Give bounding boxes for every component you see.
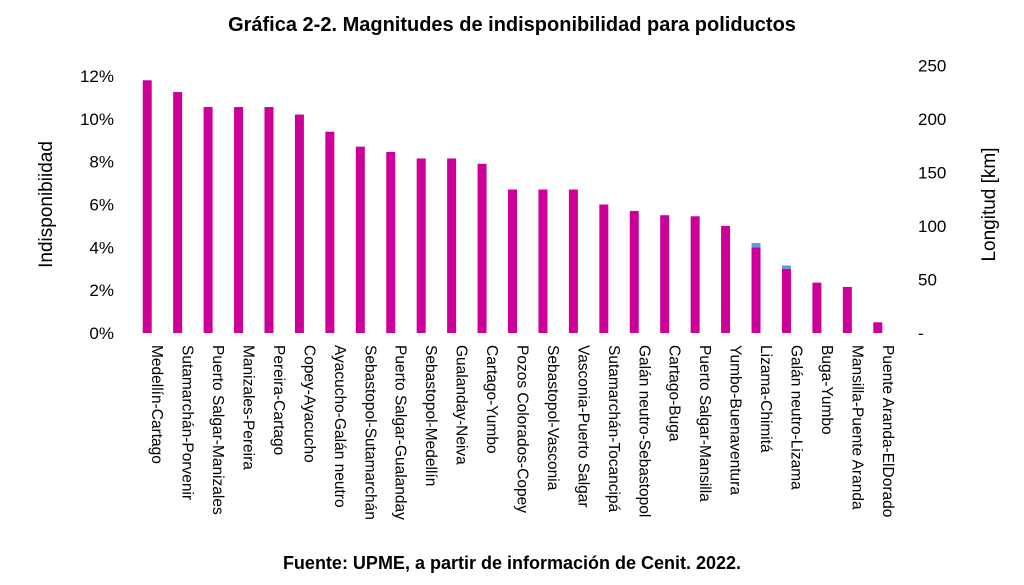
y2-tick-label: 200 [918,110,946,129]
chart-title: Gráfica 2-2. Magnitudes de indisponibili… [228,14,796,36]
x-tick-label: Galán neutro-Sebastopol [635,345,652,517]
bar [416,158,426,333]
bar [234,107,244,333]
y-tick-label: 4% [89,238,114,257]
bar [568,189,578,333]
x-tick-label: Yumbo-Buenaventura [727,345,744,495]
y2-tick-label: 150 [918,163,946,182]
x-tick-label: Puerto Salgar-Manizales [209,345,226,515]
bar [386,152,396,333]
x-tick-label: Lizama-Chimitá [757,345,774,453]
y-tick-label: 0% [89,324,114,343]
bar [355,146,365,333]
y2-tick-label: 100 [918,217,946,236]
bar-overlay [751,243,761,248]
bar [325,131,335,333]
bar [477,163,487,333]
x-tick-label: Cartago-Buga [666,345,683,442]
x-tick-label: Vasconia-Puerto Salgar [574,345,591,508]
x-tick-label: Manizales-Pereira [240,345,257,470]
x-tick-label: Sutamarchán-Tocancipá [605,345,622,513]
x-tick-label: Copey-Ayacucho [300,345,317,463]
bar [812,282,822,333]
x-tick-label: Puente Aranda-ElDorado [879,345,896,517]
bar [447,158,457,333]
x-tick-label: Pereira-Cartago [270,345,287,455]
y2-axis-title: Longitud [km] [979,147,1000,261]
x-tick-label: Medellín-Cartago [148,345,165,464]
bar [690,216,700,333]
x-tick-label: Sutamarchán-Porvenir [179,345,196,500]
x-tick-label: Sebastopol-Medellín [422,345,439,486]
y-tick-label: 2% [89,281,114,300]
chart-source: Fuente: UPME, a partir de información de… [282,553,742,573]
bar [629,210,639,333]
bar [842,286,852,333]
bar [660,215,670,333]
bar [173,92,183,333]
bar [294,114,304,333]
bar [721,225,731,333]
x-tick-label: Puerto Salgar-Mansilla [696,345,713,502]
bar [508,189,517,333]
x-tick-label: Pozos Colorados-Copey [514,345,531,513]
x-tick-label: Ayacucho-Galán neutro [331,345,348,508]
x-tick-label: Puerto Salgar-Gualanday [392,345,409,520]
x-tick-label: Galán neutro-Lizama [787,345,804,490]
y-axis-title: Indisponibiidad [36,141,57,268]
bar-overlay [781,265,791,269]
x-tick-label: Sebastopol-Sutamarchán [361,345,378,520]
bar [873,322,883,333]
x-tick-label: Mansilla-Puente Aranda [848,345,865,510]
x-tick-label: Gualanday-Neiva [453,345,470,465]
y-tick-label: 10% [80,110,114,129]
bar [264,107,274,333]
bar [599,204,609,333]
y2-tick-label: 250 [918,56,946,75]
x-tick-label: Cartago-Yumbo [483,345,500,454]
y-tick-label: 12% [80,67,114,86]
bar [781,268,791,333]
bar [751,247,761,333]
x-tick-label: Buga-Yumbo [818,345,835,435]
y-tick-label: 6% [89,196,114,215]
y-tick-label: 8% [89,153,114,172]
y2-tick-label: - [918,324,924,343]
bar [142,80,152,334]
bar [203,107,213,333]
x-tick-label: Sebastopol-Vasconia [544,345,561,491]
y2-tick-label: 50 [918,270,937,289]
bar [538,189,548,333]
